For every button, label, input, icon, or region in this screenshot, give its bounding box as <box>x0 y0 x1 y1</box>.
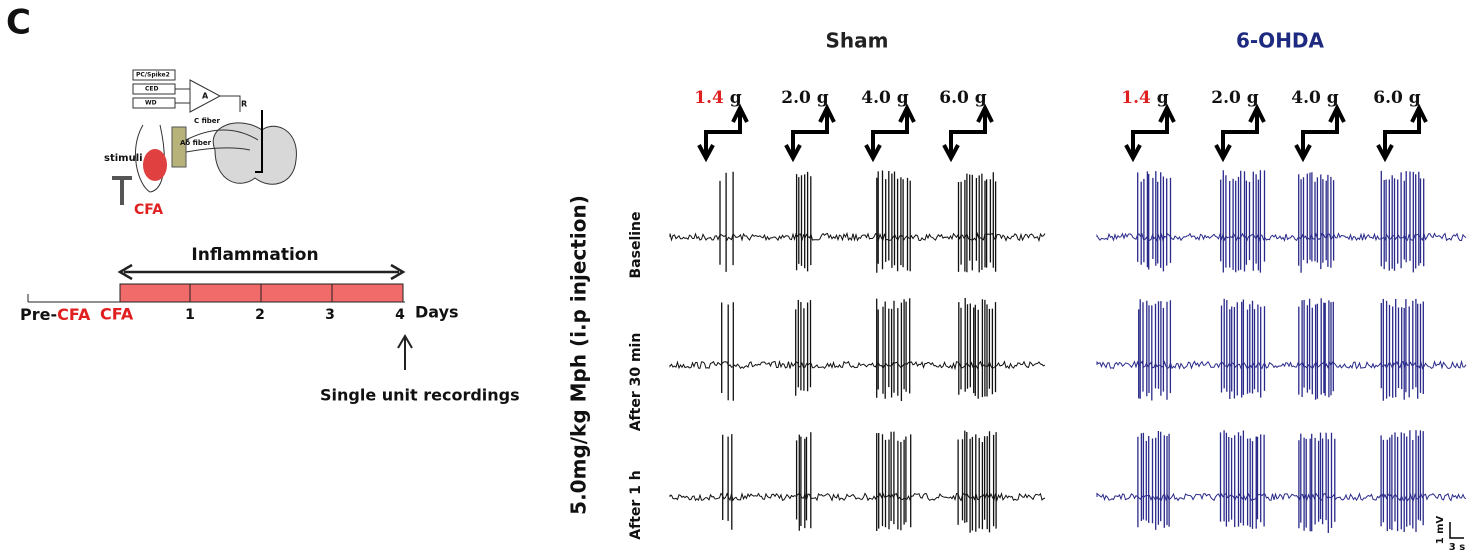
force-label: 4.0 g <box>1291 88 1339 108</box>
amplifier-label: A <box>202 92 209 101</box>
force-label: 1.4 g <box>1121 88 1169 108</box>
start-label: Pre-CFA <box>20 305 91 324</box>
day-label: 1 <box>185 307 195 323</box>
trace-spikes <box>1138 170 1424 273</box>
force-value: 4.0 <box>1291 88 1321 108</box>
force-label: 2.0 g <box>781 88 829 108</box>
panel-label: C <box>6 3 31 43</box>
force-value: 2.0 <box>781 88 811 108</box>
trace-spikes <box>1138 430 1423 533</box>
force-value: 6.0 <box>1373 88 1403 108</box>
force-value: 1.4 <box>694 88 724 108</box>
day-label: 3 <box>325 307 335 323</box>
force-label: 6.0 g <box>939 88 987 108</box>
row-label: Baseline <box>628 211 644 278</box>
injection-label: CFA <box>134 202 163 218</box>
force-label: 4.0 g <box>861 88 909 108</box>
trace-noise <box>670 494 1045 501</box>
y-label: 5.0mg/kg Mph (i.p injection) <box>567 195 591 515</box>
day-label: 2 <box>255 307 265 323</box>
step-arrow <box>1126 108 1174 158</box>
trace-spikes <box>1139 298 1424 401</box>
step-arrow <box>866 108 914 158</box>
force-value: 6.0 <box>939 88 969 108</box>
electrode-label: R <box>241 100 247 109</box>
step-arrow <box>1378 108 1426 158</box>
group-title: 6-OHDA <box>1236 29 1325 53</box>
scale-bar <box>1450 522 1464 538</box>
force-label: 6.0 g <box>1373 88 1421 108</box>
force-label: 2.0 g <box>1211 88 1259 108</box>
cfa-label: CFA <box>100 305 134 324</box>
force-label: 1.4 g <box>694 88 742 108</box>
stimulus-label: stimuli <box>104 153 143 164</box>
box-label: CED <box>145 86 159 93</box>
step-arrow <box>699 108 747 158</box>
day-label: 4 <box>395 307 405 323</box>
row-label: After 30 min <box>628 333 644 432</box>
scale-time: 3 s <box>1449 542 1465 553</box>
force-value: 4.0 <box>861 88 891 108</box>
fiber-label: C fiber <box>194 117 221 125</box>
trace-spikes <box>722 298 996 401</box>
force-value: 1.4 <box>1121 88 1151 108</box>
start-cfa: CFA <box>57 305 91 324</box>
trace-spikes <box>720 171 996 273</box>
row-label: After 1 h <box>628 470 644 539</box>
start-prefix: Pre- <box>20 305 57 324</box>
scale-voltage: 1 mV <box>1435 515 1446 544</box>
days-unit: Days <box>415 303 459 322</box>
recording-label: Single unit recordings <box>320 386 520 405</box>
step-arrow <box>1216 108 1264 158</box>
figure: C PC/Spike2 CED WD A R C fiber Aδ fiber … <box>0 0 1483 554</box>
step-arrow <box>1296 108 1344 158</box>
box-label: WD <box>145 100 157 107</box>
step-arrow <box>786 108 834 158</box>
group-title: Sham <box>826 29 889 53</box>
fiber-label: Aδ fiber <box>180 139 212 147</box>
trace-spikes <box>723 431 996 533</box>
phase-label: Inflammation <box>191 245 318 265</box>
box-label: PC/Spike2 <box>136 72 170 79</box>
force-value: 2.0 <box>1211 88 1241 108</box>
schematic <box>112 70 296 205</box>
step-arrow <box>944 108 992 158</box>
